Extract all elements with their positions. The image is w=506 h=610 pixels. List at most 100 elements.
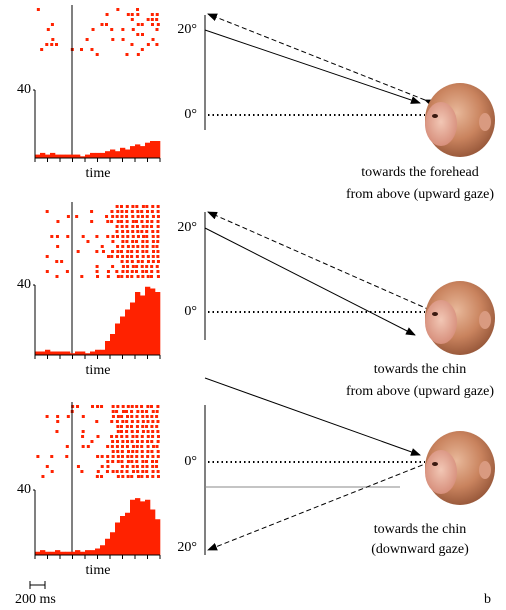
x-axis-label: time <box>86 166 111 181</box>
raster-spike <box>112 415 115 418</box>
histogram-bar <box>140 501 145 555</box>
histogram-bar <box>95 549 100 556</box>
raster-spike <box>141 270 144 273</box>
raster-spike <box>116 450 119 453</box>
raster-spike <box>126 470 129 473</box>
raster-spike <box>155 245 158 248</box>
histogram-bar <box>120 516 125 555</box>
raster-spike <box>37 8 40 11</box>
raster-spike <box>145 205 148 208</box>
raster-spike <box>125 410 128 413</box>
raster-spike <box>157 23 160 26</box>
raster-spike <box>130 255 133 258</box>
raster-spike <box>152 260 155 263</box>
raster-spike <box>155 460 158 463</box>
raster-spike <box>136 470 139 473</box>
raster-spike <box>135 435 138 438</box>
raster-spike <box>140 210 143 213</box>
monkey-face <box>425 300 457 344</box>
raster-spike <box>151 435 154 438</box>
raster-spike <box>96 455 99 458</box>
raster-spike <box>116 420 119 423</box>
raster-spike <box>115 410 118 413</box>
monkey-face <box>425 450 457 494</box>
raster-spike <box>126 220 129 223</box>
raster-spike <box>145 235 148 238</box>
raster-spike <box>50 455 53 458</box>
caption: towards the forehead <box>361 165 478 180</box>
raster-spike <box>131 260 134 263</box>
raster-spike <box>106 470 109 473</box>
raster-spike <box>87 445 90 448</box>
histogram-bar <box>145 287 150 355</box>
raster-spike <box>146 420 149 423</box>
histogram-bar <box>85 550 90 555</box>
raster-spike <box>151 460 154 463</box>
raster-spike <box>130 455 133 458</box>
raster-spike <box>106 220 109 223</box>
raster-spike <box>136 210 139 213</box>
raster-spike <box>141 240 144 243</box>
raster-spike <box>136 230 139 233</box>
scale-label: 200 ms <box>15 592 56 607</box>
raster-spike <box>151 23 154 26</box>
raster-spike <box>50 235 53 238</box>
raster-spike <box>136 445 139 448</box>
raster-spike <box>136 8 139 11</box>
histogram-bar <box>155 141 160 158</box>
histogram-bar <box>105 151 110 158</box>
raster-spike <box>156 405 159 408</box>
gaze-direction <box>208 14 425 100</box>
histogram-bar <box>115 151 120 158</box>
raster-spike <box>136 225 139 228</box>
raster-spike <box>145 265 148 268</box>
raster-spike <box>136 13 139 16</box>
caption: towards the chin <box>374 362 467 377</box>
raster-spike <box>142 420 145 423</box>
caption: towards the chin <box>374 522 467 537</box>
raster-spike <box>120 470 123 473</box>
raster-spike <box>146 415 149 418</box>
raster-spike <box>106 445 109 448</box>
y-tick-label: 40 <box>17 482 31 497</box>
raster-spike <box>150 405 153 408</box>
raster-spike <box>136 425 139 428</box>
raster-spike <box>127 460 130 463</box>
raster-spike <box>120 215 123 218</box>
raster-spike <box>50 43 53 46</box>
raster-spike <box>96 475 99 478</box>
raster-spike <box>140 405 143 408</box>
raster-spike <box>66 235 69 238</box>
histogram-bar <box>155 519 160 555</box>
raster-spike <box>141 275 144 278</box>
monkey-eye <box>432 312 438 316</box>
raster-spike <box>131 440 134 443</box>
raster-spike <box>111 250 114 253</box>
histogram-bar <box>145 500 150 555</box>
raster-spike <box>46 255 49 258</box>
raster-spike <box>55 430 58 433</box>
raster-spike <box>141 450 144 453</box>
raster-spike <box>90 48 93 51</box>
raster-spike <box>145 225 148 228</box>
raster-spike <box>80 470 83 473</box>
raster-spike <box>156 430 159 433</box>
caption: from above (upward gaze) <box>346 384 494 399</box>
raster-spike <box>82 415 85 418</box>
raster-spike <box>56 235 59 238</box>
raster-spike <box>145 425 148 428</box>
eye-movement <box>205 228 415 335</box>
raster-spike <box>125 240 128 243</box>
raster-spike <box>122 405 125 408</box>
raster-spike <box>55 260 58 263</box>
raster-spike <box>151 210 154 213</box>
raster-spike <box>55 275 58 278</box>
raster-spike <box>46 270 49 273</box>
raster-spike <box>130 460 133 463</box>
raster-spike <box>147 435 150 438</box>
histogram-bar <box>55 550 60 555</box>
raster-spike <box>106 455 109 458</box>
raster-spike <box>121 270 124 273</box>
raster-spike <box>106 235 109 238</box>
raster-spike <box>146 475 149 478</box>
